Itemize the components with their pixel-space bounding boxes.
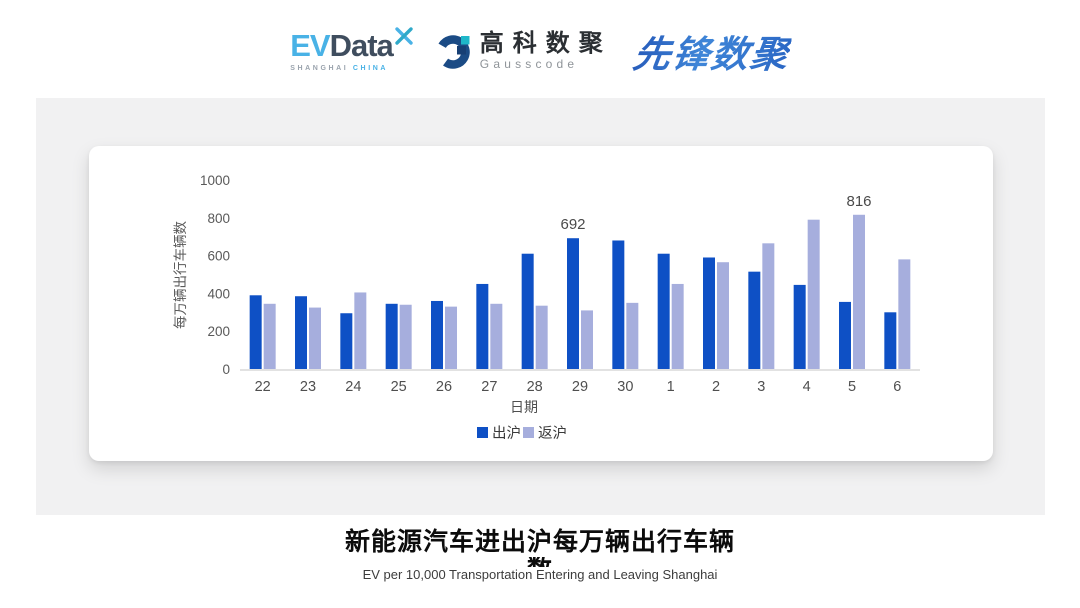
x-tick-label: 25 — [391, 379, 407, 395]
bar-出沪-26 — [431, 300, 443, 369]
bar-value-label: 816 — [846, 193, 871, 210]
bar-出沪-22 — [249, 295, 262, 369]
x-tick-label: 30 — [617, 379, 633, 395]
bar-返沪-1 — [671, 283, 684, 369]
chart-panel: 0 200 400 600 800 1000 每万辆出行车辆数 22 23 24 25 26 27 28 2… — [89, 146, 993, 461]
x-tick-label: 1 — [667, 379, 675, 395]
y-tick-label: 0 — [222, 362, 230, 377]
evdata-ev-text: EV — [290, 28, 330, 63]
gausscode-cn-text: 高科数聚 — [479, 29, 612, 57]
bar-返沪-4 — [807, 219, 820, 369]
bar-返沪-3 — [762, 243, 775, 369]
bar-value-label: 692 — [560, 216, 585, 233]
bar-出沪-25 — [385, 303, 398, 369]
gausscode-text: 高科数聚 Gausscode — [480, 31, 612, 71]
gausscode-en-text: Gausscode — [479, 57, 579, 72]
x-tick-label: 27 — [481, 379, 497, 395]
x-tick-label: 26 — [436, 379, 452, 395]
evdata-subtitle: SHANGHAI CHINA — [290, 65, 389, 72]
caption-title: 新能源汽车进出沪每万辆出行车辆 — [344, 528, 735, 556]
caption-title-overflow: 数 — [0, 557, 1080, 567]
caption-subtitle: EV per 10,000 Transportation Entering an… — [362, 566, 718, 582]
x-tick-label: 2 — [712, 379, 720, 395]
bar-出沪-28 — [521, 253, 534, 369]
bar-出沪-2 — [703, 257, 715, 369]
bar-返沪-23 — [309, 307, 321, 369]
y-tick-label: 800 — [207, 211, 230, 226]
bar-返沪-6 — [898, 259, 911, 369]
x-tick-label: 22 — [255, 379, 271, 395]
legend-swatch-返沪 — [523, 427, 534, 438]
header: EV Data SHANGHAI CHINA 高科数聚 Gausscode — [0, 24, 1080, 78]
x-tick-label: 23 — [300, 379, 316, 395]
bar-返沪-22 — [263, 303, 276, 369]
caption: 新能源汽车进出沪每万辆出行车辆 数 EV per 10,000 Transpor… — [0, 528, 1080, 582]
bar-返沪-27 — [490, 303, 503, 369]
y-axis-title: 每万辆出行车辆数 — [172, 221, 188, 329]
bar-出沪-1 — [657, 253, 670, 369]
bar-返沪-25 — [399, 304, 412, 369]
bar-出沪-3 — [748, 271, 761, 369]
legend-swatch-出沪 — [477, 427, 488, 438]
x-tick-label: 6 — [893, 379, 901, 395]
x-tick-label: 24 — [345, 379, 361, 395]
bar-返沪-2 — [717, 262, 729, 369]
bar-返沪-29 — [581, 310, 593, 369]
x-axis-title: 日期 — [510, 399, 538, 415]
x-tick-label: 5 — [848, 379, 856, 395]
bar-出沪-4 — [793, 284, 806, 369]
bar-出沪-5 — [839, 301, 851, 369]
bar-返沪-28 — [535, 305, 548, 369]
bar-出沪-29 — [567, 238, 579, 369]
bar-返沪-26 — [445, 306, 457, 369]
bar-出沪-30 — [612, 240, 625, 369]
evdata-data-text: Data — [329, 28, 394, 63]
x-tick-label: 29 — [572, 379, 588, 395]
bar-出沪-27 — [476, 283, 489, 369]
legend-label-出沪: 出沪 — [492, 425, 521, 442]
y-tick-label: 400 — [207, 286, 230, 301]
bar-返沪-24 — [354, 292, 367, 369]
chart-card: 0 200 400 600 800 1000 每万辆出行车辆数 22 23 24 25 26 27 28 2… — [36, 98, 1045, 515]
bar-出沪-23 — [295, 296, 307, 369]
x-tick-label: 3 — [757, 379, 765, 395]
evdata-spark-icon — [395, 27, 413, 45]
evdata-wordmark: EV Data — [290, 27, 414, 63]
gausscode-logo: 高科数聚 Gausscode — [436, 31, 612, 71]
bar-返沪-5 — [853, 214, 865, 369]
bar-出沪-6 — [884, 312, 897, 369]
evdata-logo: EV Data SHANGHAI CHINA — [290, 27, 414, 72]
gausscode-g-icon — [436, 35, 470, 69]
y-tick-label: 600 — [207, 249, 230, 264]
x-tick-label: 4 — [803, 379, 811, 395]
bar-出沪-24 — [340, 313, 353, 369]
legend-label-返沪: 返沪 — [538, 425, 567, 442]
bar-返沪-30 — [626, 302, 639, 369]
y-tick-label: 200 — [207, 324, 230, 339]
x-tick-label: 28 — [527, 379, 543, 395]
y-tick-label: 1000 — [200, 173, 230, 188]
xianfeng-logo: 先锋数聚 — [630, 24, 794, 78]
